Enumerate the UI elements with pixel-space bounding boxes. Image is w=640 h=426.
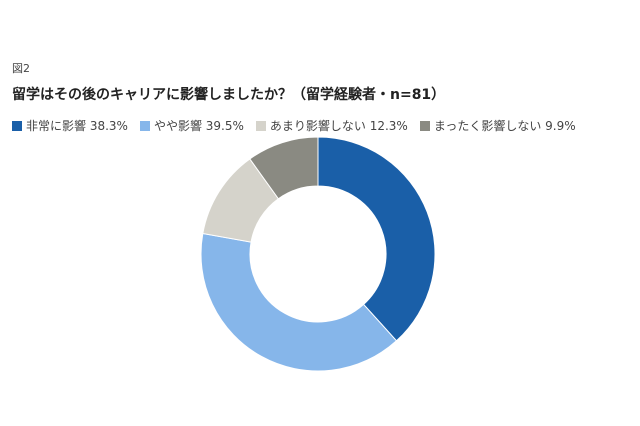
legend: 非常に影響 38.3% やや影響 39.5% あまり影響しない 12.3% まっ…: [12, 117, 576, 134]
donut-slice-0: [317, 136, 436, 342]
legend-item: あまり影響しない 12.3%: [255, 117, 408, 134]
legend-swatch: [139, 120, 150, 131]
donut-slice-3: [249, 136, 319, 200]
donut-slice-1: [200, 232, 398, 372]
legend-swatch: [255, 120, 266, 131]
figure-label: 図2: [12, 62, 30, 75]
legend-swatch: [12, 120, 22, 131]
legend-label: やや影響 39.5%: [153, 119, 244, 133]
legend-label: まったく影響しない 9.9%: [433, 119, 576, 133]
chart-title: 留学はその後のキャリアに影響しましたか？（留学経験者・n=81）: [12, 87, 446, 103]
legend-item: 非常に影響 38.3%: [12, 117, 128, 134]
legend-label: あまり影響しない 12.3%: [269, 119, 408, 133]
legend-item: やや影響 39.5%: [139, 117, 244, 134]
legend-item: まったく影響しない 9.9%: [419, 117, 576, 134]
legend-label: 非常に影響 38.3%: [26, 119, 128, 133]
legend-swatch: [419, 120, 430, 131]
